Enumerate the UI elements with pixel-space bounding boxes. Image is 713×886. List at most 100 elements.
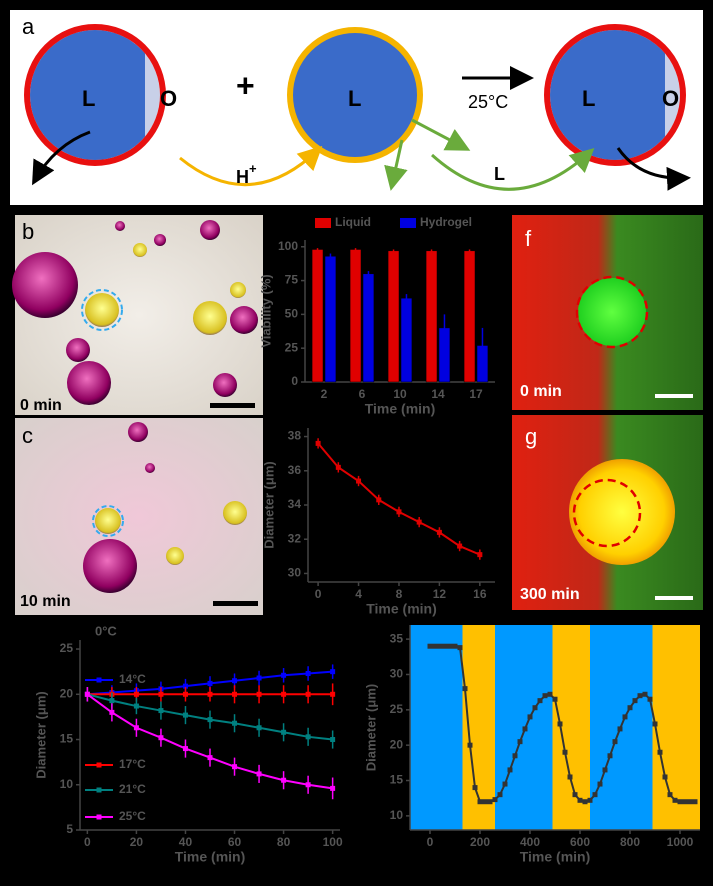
y-tick-label: 36 [288,463,302,477]
x-tick-label: 17 [469,387,483,401]
legend-marker [97,763,102,768]
marker [356,479,361,484]
x-tick-label: 800 [620,835,640,849]
proton-base: H [236,167,249,187]
phase-label: L [582,86,595,111]
time-label: 0 min [20,397,62,414]
image-c: c 10 min [15,418,263,615]
marker [208,681,213,686]
marker [336,465,341,470]
bar [401,298,412,382]
marker [523,726,528,731]
annotation: 0°C [95,623,117,638]
marker [281,673,286,678]
x-tick-label: 8 [396,587,403,601]
x-axis-label: Time (min) [520,849,591,865]
marker [598,782,603,787]
marker [183,692,188,697]
marker [232,678,237,683]
y-tick-label: 35 [390,631,404,645]
figure: a L O + L 25°C L O H+ L b 0 min c 10 min… [0,0,713,881]
marker [85,692,90,697]
phase-label: O [160,86,177,111]
marker [396,509,401,514]
y-axis-label: Viability (%) [258,274,273,347]
marker [134,725,139,730]
legend-label: 14°C [119,672,146,686]
marker [208,717,213,722]
y-tick-label: 5 [66,822,73,836]
x-tick-label: 10 [393,387,407,401]
y-tick-label: 100 [278,239,298,253]
x-tick-label: 100 [323,835,343,849]
marker [688,799,693,804]
marker [433,644,438,649]
x-tick-label: 14 [431,387,445,401]
legend-label: 21°C [119,782,146,796]
legend-marker [97,678,102,683]
y-tick-label: 10 [390,808,404,822]
x-tick-label: 4 [355,587,362,601]
plus: + [236,67,255,103]
marker [518,739,523,744]
y-tick-label: 75 [285,273,299,287]
marker [473,785,478,790]
marker [668,792,673,797]
marker [158,692,163,697]
temperature: 25°C [468,92,508,112]
marker [109,710,114,715]
x-tick-label: 16 [473,587,487,601]
y-tick-label: 34 [288,497,302,511]
image-b: b 0 min [12,215,263,415]
marker [453,644,458,649]
x-tick-label: 400 [520,835,540,849]
marker [503,782,508,787]
marker [306,782,311,787]
marker [448,644,453,649]
marker [613,739,618,744]
y-tick-label: 20 [60,686,74,700]
marker [281,778,286,783]
marker [673,798,678,803]
bar [350,249,361,382]
x-tick-label: 0 [315,587,322,601]
legend-swatch [315,218,331,228]
marker [693,799,698,804]
marker [438,644,443,649]
marker [330,692,335,697]
marker [457,544,462,549]
y-tick-label: 20 [390,737,404,751]
image-f: f 0 min [512,215,703,410]
marker [663,774,668,779]
marker [134,692,139,697]
marker [134,704,139,709]
marker [208,755,213,760]
x-tick-label: 2 [321,387,328,401]
marker [468,743,473,748]
marker [257,692,262,697]
marker [528,714,533,719]
marker [658,750,663,755]
time-label: 0 min [520,383,562,400]
phase-label: L [348,86,361,111]
legend-label: 17°C [119,757,146,771]
x-tick-label: 600 [570,835,590,849]
y-tick-label: 25 [60,641,74,655]
y-tick-label: 38 [288,429,302,443]
legend-marker [97,815,102,820]
bar [426,251,437,382]
marker [623,714,628,719]
marker [463,686,468,691]
y-tick-label: 15 [60,732,74,746]
marker [306,692,311,697]
bar [312,249,323,382]
panel-label: b [22,219,34,244]
x-axis-label: Time (min) [175,849,246,865]
x-tick-label: 12 [433,587,447,601]
marker [443,644,448,649]
bar [363,274,374,382]
marker [558,721,563,726]
marker [593,792,598,797]
marker [548,692,553,697]
marker [678,799,683,804]
